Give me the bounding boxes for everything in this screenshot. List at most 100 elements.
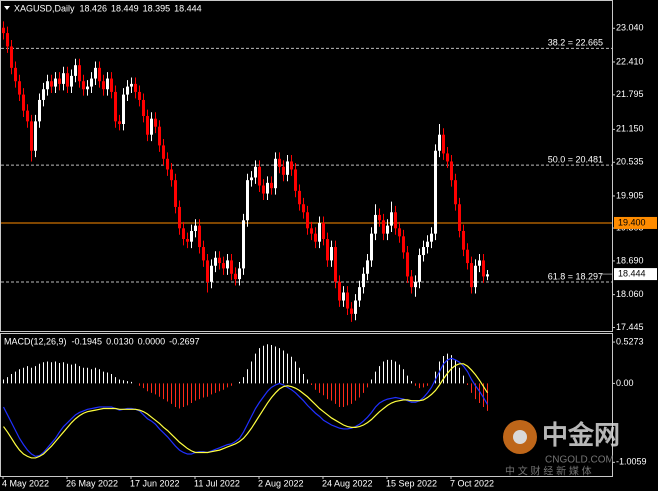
candle-body xyxy=(122,94,125,125)
header-value: -0.2697 xyxy=(169,336,200,346)
candle-body xyxy=(414,281,417,288)
header-value: -0.1945 xyxy=(72,336,103,346)
candle-body xyxy=(130,83,133,87)
y-tick-label: 18.690 xyxy=(616,255,644,265)
candle-body xyxy=(214,257,217,266)
y-tick-label: 21.150 xyxy=(616,124,644,134)
candle-body xyxy=(482,260,485,277)
y-tick-label: 19.905 xyxy=(616,190,644,200)
candle-body xyxy=(470,263,473,288)
candle-body xyxy=(346,292,349,309)
candle-body xyxy=(70,75,73,87)
candle-body xyxy=(242,220,245,269)
y-tick-label: 18.060 xyxy=(616,289,644,299)
candle-body xyxy=(450,161,453,181)
candle-body xyxy=(182,228,185,240)
candle-body xyxy=(338,281,341,301)
candle-body xyxy=(250,177,253,181)
candle-body xyxy=(462,230,465,250)
candle-body xyxy=(458,204,461,231)
candle-body xyxy=(246,180,249,221)
candle-body xyxy=(442,134,445,154)
candle-body xyxy=(74,65,77,76)
candle-body xyxy=(254,166,257,178)
candle-body xyxy=(354,300,357,314)
candle-body xyxy=(58,78,61,84)
x-tick-label: 24 Aug 2022 xyxy=(322,478,373,488)
candle-body xyxy=(194,225,197,231)
fib-label: 38.2 = 22.665 xyxy=(548,38,603,48)
candle-body xyxy=(342,292,345,301)
candle-body xyxy=(178,206,181,229)
candle-body xyxy=(14,67,17,82)
candle-body xyxy=(114,91,117,122)
candle-body xyxy=(162,145,165,159)
header-value: 18.426 xyxy=(80,3,108,13)
candle-body xyxy=(362,273,365,288)
candle-body xyxy=(398,228,401,237)
candle-body xyxy=(142,99,145,116)
candle-body xyxy=(210,265,213,282)
candle-body xyxy=(98,67,101,82)
header-value: 0.0130 xyxy=(106,336,134,346)
candle-body xyxy=(306,212,309,229)
last-price-box xyxy=(614,268,657,281)
candle-body xyxy=(258,166,261,186)
candle-body xyxy=(366,260,369,274)
y-tick-label: 21.795 xyxy=(616,89,644,99)
candle-body xyxy=(134,83,137,92)
menu-arrow[interactable] xyxy=(4,6,10,10)
candle-body xyxy=(30,121,33,151)
candle-body xyxy=(350,308,353,314)
candle-body xyxy=(390,212,393,226)
candle-body xyxy=(394,212,397,229)
candle-body xyxy=(26,110,29,122)
candle-body xyxy=(290,161,293,170)
x-tick-label: 17 Jun 2022 xyxy=(130,478,180,488)
candle-body xyxy=(318,222,321,242)
candle-body xyxy=(386,225,389,234)
candle-body xyxy=(330,247,333,261)
indicator-title: XAGUSD,Daily xyxy=(14,3,75,13)
candle-body xyxy=(270,182,273,189)
candle-body xyxy=(454,180,457,205)
candle-body xyxy=(186,239,189,242)
tagline: 中 文 财 经 新 媒 体 xyxy=(505,465,592,478)
y-tick-label: -1.0059 xyxy=(616,457,647,467)
candle-body xyxy=(314,233,317,242)
candle-body xyxy=(198,225,201,248)
candle-body xyxy=(62,73,65,84)
candle-body xyxy=(278,158,281,167)
price-panel-frame xyxy=(0,0,613,332)
x-tick-label: 15 Sep 2022 xyxy=(386,478,437,488)
candle-body xyxy=(298,190,301,205)
candle-body xyxy=(78,65,81,82)
candle-body xyxy=(218,257,221,264)
x-tick-label: 2 Aug 2022 xyxy=(258,478,304,488)
fib-label: 50.0 = 20.481 xyxy=(548,155,603,165)
candle-body xyxy=(358,287,361,301)
candle-body xyxy=(2,27,5,34)
candle-body xyxy=(138,91,141,100)
candle-body xyxy=(230,260,233,274)
candle-body xyxy=(102,81,105,90)
candle-body xyxy=(22,94,25,111)
candle-body xyxy=(190,230,193,242)
candle-body xyxy=(474,265,477,288)
candle-body xyxy=(426,241,429,248)
candle-body xyxy=(82,81,85,90)
candle-body xyxy=(150,118,153,135)
candle-body xyxy=(370,233,373,261)
macd-panel-frame xyxy=(0,333,613,477)
header-value: 18.449 xyxy=(111,3,139,13)
macd-line xyxy=(3,363,489,459)
candle-body xyxy=(202,247,205,261)
indicator-title: MACD(12,26,9) xyxy=(4,336,67,346)
y-tick-label: 23.040 xyxy=(616,23,644,33)
candle-body xyxy=(18,81,21,95)
candle-body xyxy=(486,274,489,277)
y-tick-label: 0.5273 xyxy=(616,336,644,346)
candle-body xyxy=(206,260,209,282)
candle-body xyxy=(234,273,237,280)
candle-body xyxy=(374,214,377,234)
